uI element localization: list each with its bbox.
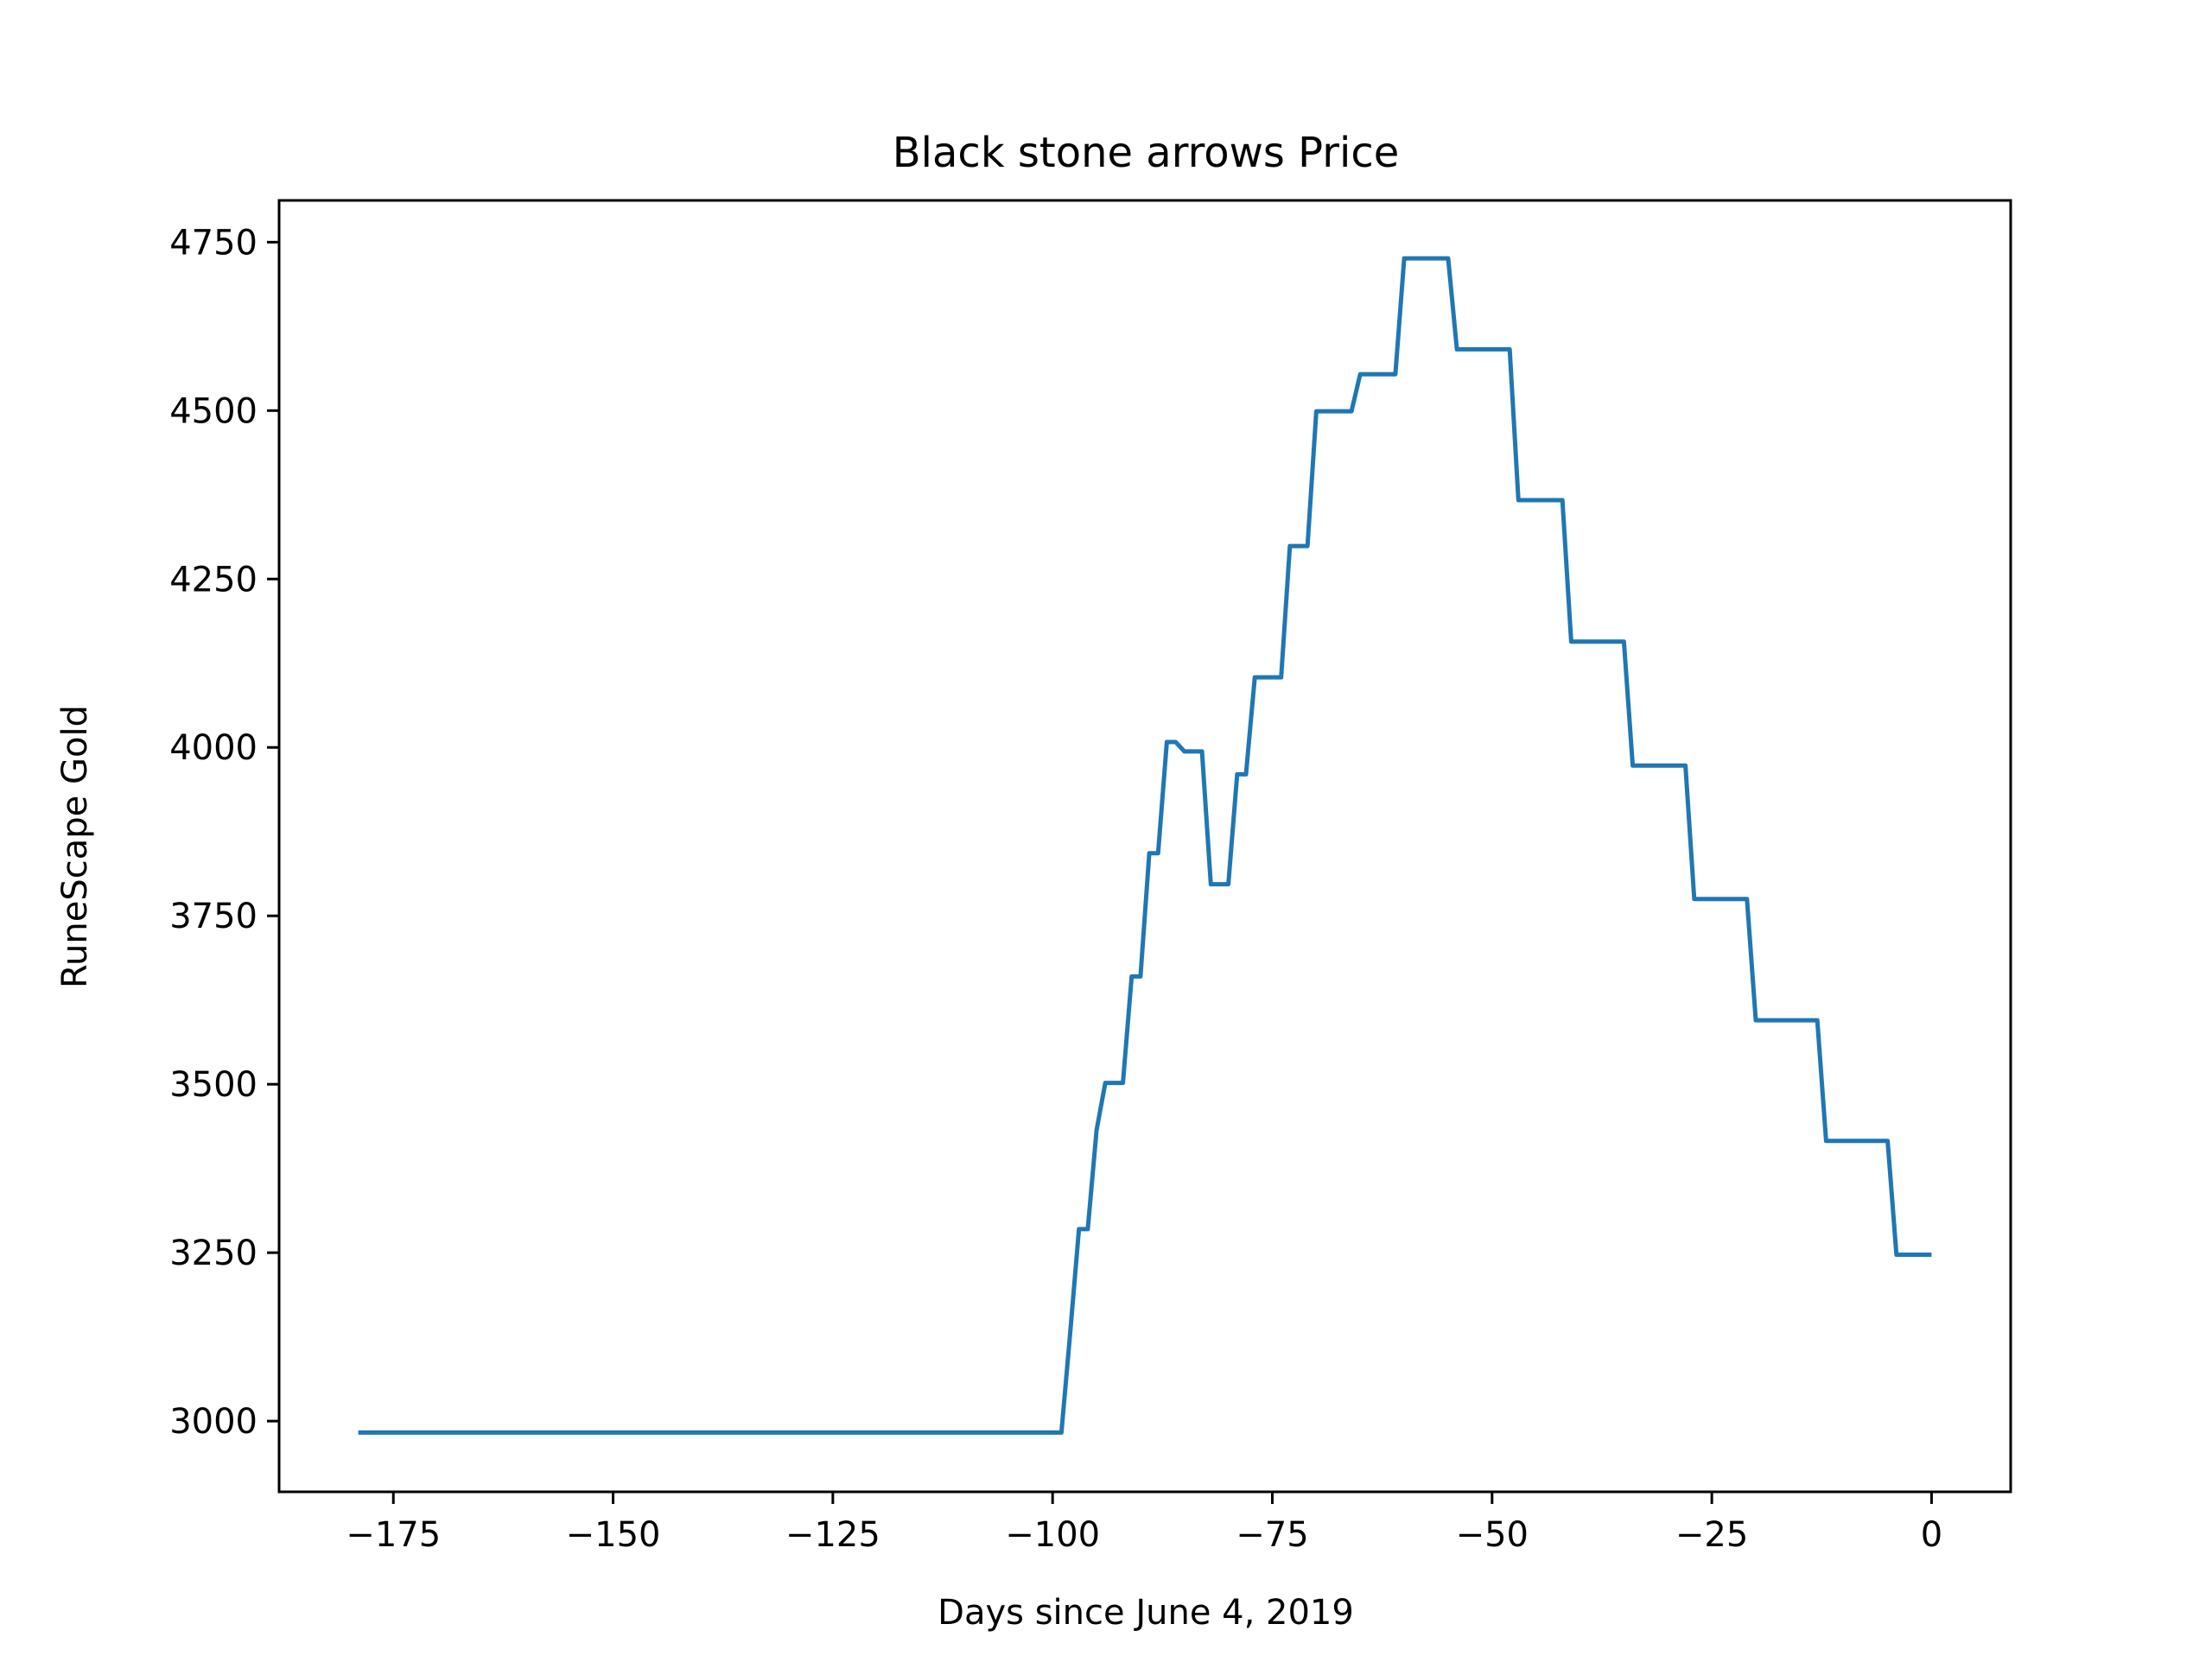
plot-frame <box>277 199 2012 1494</box>
x-tick-label: −25 <box>1675 1515 1748 1555</box>
x-tick-label: −50 <box>1456 1515 1529 1555</box>
x-tick-label: 0 <box>1921 1515 1942 1555</box>
series-line-0 <box>358 256 1932 1435</box>
y-tick-label: 4250 <box>169 560 257 599</box>
y-tick-label: 3500 <box>169 1065 257 1105</box>
y-tick-label: 3750 <box>169 897 257 936</box>
y-tick-label: 3000 <box>169 1402 257 1442</box>
x-axis: −175 −150 −125 −100 −75 −50 −25 0 <box>346 1492 1942 1555</box>
x-tick-label: −150 <box>566 1515 661 1555</box>
y-axis: 3000 3250 3500 3750 4000 4250 4500 4750 <box>169 223 279 1442</box>
x-tick-label: −175 <box>346 1515 441 1555</box>
y-axis-label: RuneScape Gold <box>55 705 95 988</box>
x-tick-label: −125 <box>785 1515 880 1555</box>
y-tick-label: 3250 <box>169 1234 257 1273</box>
x-tick-label: −100 <box>1005 1515 1100 1555</box>
y-tick-label: 4750 <box>169 223 257 263</box>
x-axis-label: Days since June 4, 2019 <box>938 1593 1354 1633</box>
y-tick-label: 4500 <box>169 391 257 431</box>
x-tick-label: −75 <box>1236 1515 1308 1555</box>
plot-area <box>358 256 1932 1435</box>
chart-title: Black stone arrows Price <box>893 129 1400 177</box>
y-tick-label: 4000 <box>169 728 257 768</box>
